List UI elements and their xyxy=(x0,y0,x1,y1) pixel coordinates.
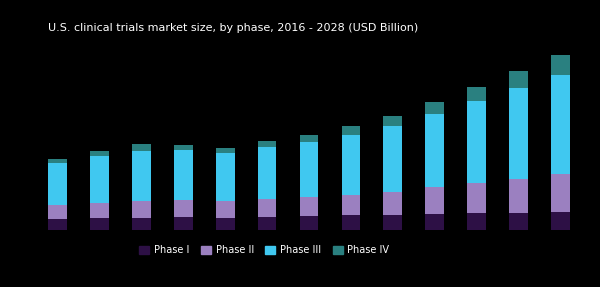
Bar xyxy=(383,191,403,215)
Bar xyxy=(551,75,570,174)
Bar xyxy=(299,216,319,230)
Bar xyxy=(257,148,277,199)
Bar xyxy=(509,212,528,230)
Bar xyxy=(215,154,235,201)
Bar xyxy=(299,142,319,197)
Bar xyxy=(425,187,445,214)
Bar xyxy=(173,145,193,150)
Bar xyxy=(467,213,486,230)
Bar xyxy=(173,200,193,217)
Bar xyxy=(173,150,193,200)
Bar xyxy=(90,151,109,156)
Bar xyxy=(425,114,445,187)
Bar xyxy=(341,126,361,135)
Bar xyxy=(90,203,109,218)
Bar xyxy=(132,218,151,230)
Bar xyxy=(341,215,361,230)
Bar xyxy=(467,183,486,213)
Bar xyxy=(425,214,445,230)
Bar xyxy=(257,199,277,217)
Bar xyxy=(215,218,235,230)
Bar xyxy=(509,179,528,212)
Bar xyxy=(509,88,528,179)
Bar xyxy=(383,126,403,191)
Bar xyxy=(48,205,67,219)
Bar xyxy=(341,135,361,195)
Bar xyxy=(551,174,570,212)
Bar xyxy=(257,141,277,148)
Bar xyxy=(257,217,277,230)
Bar xyxy=(215,201,235,218)
Bar xyxy=(467,101,486,183)
Bar xyxy=(173,217,193,230)
Bar xyxy=(383,116,403,126)
Bar xyxy=(551,55,570,75)
Bar xyxy=(341,195,361,215)
Bar xyxy=(132,144,151,151)
Legend: Phase I, Phase II, Phase III, Phase IV: Phase I, Phase II, Phase III, Phase IV xyxy=(136,242,393,259)
Bar xyxy=(425,102,445,114)
Bar xyxy=(467,87,486,101)
Bar xyxy=(215,148,235,154)
Bar xyxy=(132,201,151,218)
Bar xyxy=(48,159,67,163)
Bar xyxy=(90,156,109,203)
Bar xyxy=(299,135,319,142)
Bar xyxy=(509,71,528,88)
Bar xyxy=(299,197,319,216)
Bar xyxy=(48,163,67,205)
Bar xyxy=(383,215,403,230)
Text: U.S. clinical trials market size, by phase, 2016 - 2028 (USD Billion): U.S. clinical trials market size, by pha… xyxy=(48,23,418,33)
Bar xyxy=(48,219,67,230)
Bar xyxy=(132,151,151,201)
Bar xyxy=(90,218,109,230)
Bar xyxy=(551,212,570,230)
